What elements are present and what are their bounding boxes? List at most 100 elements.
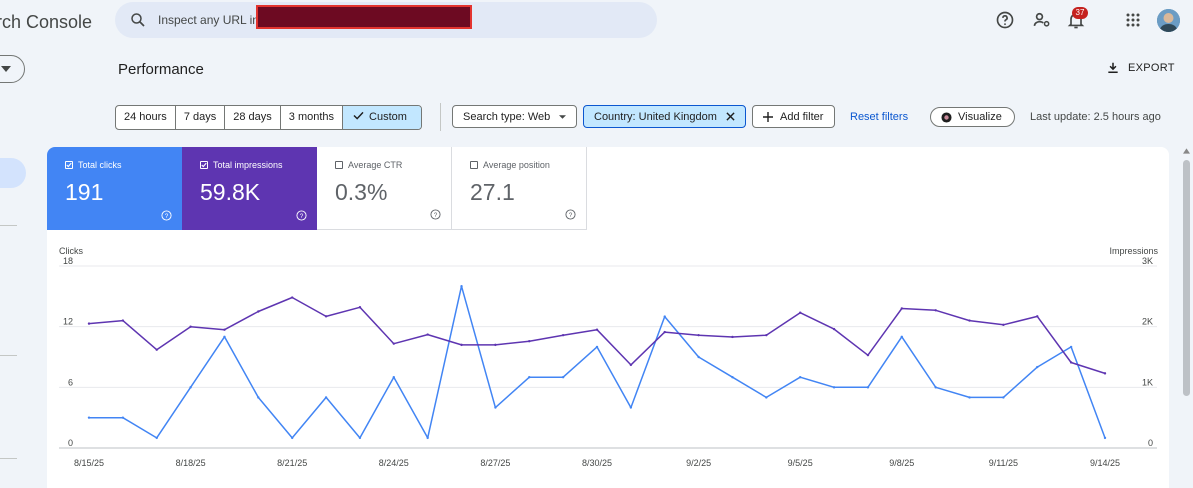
metric-label: Average position: [483, 160, 550, 170]
metric-total-impressions[interactable]: Total impressions 59.8K ?: [182, 147, 317, 230]
date-range-custom[interactable]: Custom: [343, 106, 421, 129]
data-point-impressions: [87, 322, 91, 325]
url-inspection-search[interactable]: Inspect any URL in: [115, 2, 657, 38]
date-range-3-months[interactable]: 3 months: [281, 106, 344, 129]
data-point-clicks: [697, 355, 700, 359]
data-point-impressions: [494, 343, 497, 347]
add-filter-label: Add filter: [780, 110, 824, 123]
app-title[interactable]: rch Console: [0, 12, 93, 32]
metric-label: Total clicks: [78, 160, 122, 170]
search-type-filter[interactable]: Search type: Web: [452, 105, 577, 128]
add-filter-button[interactable]: Add filter: [752, 105, 835, 128]
checkbox-checked-icon[interactable]: [200, 161, 208, 169]
data-point-impressions: [426, 333, 429, 336]
date-range-selector: 24 hours 7 days 28 days 3 months Custom: [115, 105, 422, 130]
metric-average-position[interactable]: Average position 27.1 ?: [452, 147, 587, 230]
export-button[interactable]: EXPORT: [1106, 61, 1175, 75]
data-point-clicks: [595, 345, 599, 349]
help-icon[interactable]: ?: [430, 209, 441, 220]
looker-studio-icon: [941, 111, 952, 123]
page-title: Performance: [118, 61, 204, 78]
checkbox-checked-icon[interactable]: [65, 161, 73, 169]
data-point-impressions: [866, 353, 870, 357]
data-point-clicks: [1036, 365, 1039, 369]
y-right-tick-label: 2K: [1142, 317, 1153, 327]
y-right-tick-label: 0: [1148, 438, 1153, 448]
data-point-clicks: [968, 396, 971, 399]
scrollbar-thumb[interactable]: [1183, 160, 1190, 396]
help-icon[interactable]: ?: [296, 210, 307, 221]
data-point-clicks: [358, 436, 362, 440]
page-scrollbar[interactable]: [1180, 148, 1193, 488]
search-icon: [131, 13, 145, 27]
sidebar-item-performance[interactable]: [0, 158, 26, 188]
sidebar-divider: [0, 458, 17, 459]
reset-filters-link[interactable]: Reset filters: [850, 111, 909, 123]
date-range-24-hours[interactable]: 24 hours: [116, 106, 176, 129]
data-point-impressions: [832, 327, 836, 331]
data-point-impressions: [189, 325, 192, 328]
data-point-impressions: [561, 333, 565, 337]
metric-value: 0.3%: [335, 179, 388, 205]
date-range-28-days[interactable]: 28 days: [225, 106, 281, 129]
visualize-label: Visualize: [958, 111, 1002, 123]
export-label: EXPORT: [1128, 62, 1175, 74]
checkbox-unchecked-icon[interactable]: [335, 161, 343, 169]
checkbox-unchecked-icon[interactable]: [470, 161, 478, 169]
metric-value: 27.1: [470, 179, 515, 205]
data-point-clicks: [1103, 436, 1107, 440]
data-point-impressions: [1103, 372, 1107, 375]
data-point-clicks: [799, 376, 802, 379]
apps-grid-icon[interactable]: [1123, 10, 1143, 30]
metric-label: Average CTR: [348, 160, 403, 170]
manage-users-icon[interactable]: [1032, 10, 1052, 30]
scroll-up-arrow-icon[interactable]: [1183, 148, 1190, 154]
data-point-clicks: [866, 386, 870, 389]
help-icon[interactable]: [995, 10, 1015, 30]
sidebar-divider: [0, 225, 17, 226]
country-filter-chip[interactable]: Country: United Kingdom: [583, 105, 746, 128]
data-point-clicks: [392, 376, 395, 379]
help-icon[interactable]: ?: [565, 209, 576, 220]
close-icon[interactable]: [726, 112, 735, 121]
data-point-impressions: [765, 333, 768, 337]
data-point-clicks: [155, 436, 158, 440]
data-point-clicks: [1002, 396, 1005, 399]
help-icon[interactable]: ?: [161, 210, 172, 221]
svg-text:?: ?: [434, 212, 438, 219]
data-point-clicks: [87, 416, 91, 419]
x-tick-label: 9/2/25: [686, 458, 711, 468]
notification-badge: 37: [1072, 7, 1088, 19]
dropdown-arrow-icon: [1, 66, 11, 72]
data-point-clicks: [223, 335, 226, 338]
data-point-impressions: [900, 307, 903, 310]
data-point-impressions: [460, 343, 463, 347]
data-point-impressions: [358, 306, 362, 309]
metric-total-clicks[interactable]: Total clicks 191 ?: [47, 147, 182, 230]
performance-chart[interactable]: Clicks Impressions 0 0 6 1K 12 2K 18 3K 8/15/25…: [47, 242, 1169, 488]
y-left-axis-label: Clicks: [59, 246, 83, 256]
x-tick-label: 8/24/25: [379, 458, 409, 468]
x-tick-label: 9/8/25: [889, 458, 914, 468]
data-point-clicks: [121, 416, 125, 419]
data-point-impressions: [731, 335, 734, 339]
x-tick-label: 9/14/25: [1090, 458, 1120, 468]
account-avatar[interactable]: [1157, 9, 1180, 32]
data-point-clicks: [629, 406, 633, 409]
series-line-clicks: [89, 285, 1106, 439]
redacted-url: [256, 5, 472, 29]
data-point-clicks: [731, 376, 734, 379]
data-point-impressions: [697, 333, 700, 337]
data-point-impressions: [1069, 361, 1073, 364]
data-point-impressions: [629, 363, 633, 367]
search-input[interactable]: Inspect any URL in: [158, 13, 259, 27]
property-selector[interactable]: [0, 55, 25, 83]
svg-text:?: ?: [569, 212, 573, 219]
visualize-button[interactable]: Visualize: [930, 107, 1015, 127]
data-point-clicks: [189, 386, 192, 389]
data-point-impressions: [799, 311, 802, 314]
date-range-7-days[interactable]: 7 days: [176, 106, 226, 129]
data-point-impressions: [392, 342, 395, 345]
search-type-label: Search type: Web: [463, 110, 551, 123]
metric-average-ctr[interactable]: Average CTR 0.3% ?: [317, 147, 452, 230]
